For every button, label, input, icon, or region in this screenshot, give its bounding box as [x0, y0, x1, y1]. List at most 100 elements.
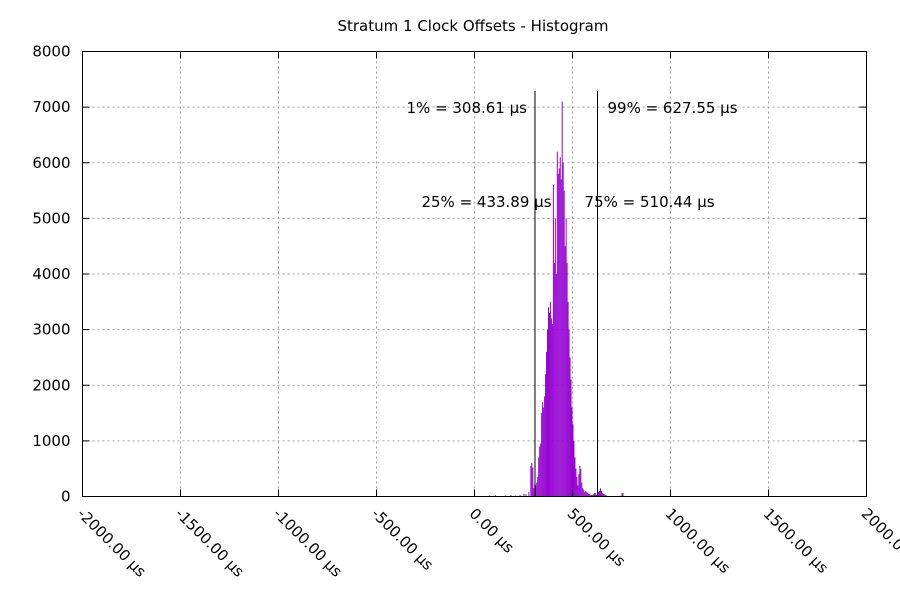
histogram-bar — [541, 413, 543, 497]
histogram-bar — [579, 465, 581, 497]
histogram-bar — [577, 485, 579, 497]
histogram-bar — [580, 468, 582, 497]
histogram-bar — [539, 446, 541, 497]
histogram-bar — [600, 490, 602, 497]
histogram-bar — [586, 492, 588, 497]
histogram-bar — [557, 173, 559, 497]
histogram-bar — [561, 101, 563, 497]
histogram-bar — [564, 246, 566, 497]
histogram-bar — [558, 168, 560, 497]
histogram-bar — [528, 492, 530, 497]
histogram-bar — [562, 162, 564, 497]
histogram-bar — [595, 493, 597, 497]
histogram-bar — [550, 318, 552, 497]
histogram-bar — [525, 494, 527, 497]
x-tick-label: 0.00 µs — [466, 505, 518, 557]
histogram-bar — [571, 407, 573, 497]
y-tick-label: 5000 — [32, 209, 70, 227]
histogram-bar — [572, 424, 574, 497]
histogram-bar — [585, 490, 587, 497]
histogram-bar — [567, 301, 569, 497]
histogram-bar — [554, 218, 556, 497]
histogram-bar — [578, 474, 580, 497]
histogram-bar — [552, 185, 554, 497]
histogram-bar — [566, 262, 568, 497]
histogram-bars — [489, 101, 624, 497]
histogram-bar — [581, 482, 583, 497]
histogram-bar — [605, 495, 607, 497]
histogram-bar — [543, 407, 545, 497]
histogram-bar — [592, 494, 594, 497]
x-tick-label: 500.00 µs — [564, 505, 630, 571]
histogram-bar — [603, 494, 605, 497]
histogram-bar — [514, 495, 516, 497]
histogram-bar — [544, 396, 546, 497]
percentile-labels: 1% = 308.61 µs 99% = 627.55 µs 25% = 433.8… — [406, 99, 737, 211]
histogram-bar — [495, 495, 497, 497]
x-tick-label: -1000.00 µs — [270, 505, 346, 581]
histogram-bar — [537, 477, 539, 497]
histogram-bar — [601, 493, 603, 497]
grid-lines — [82, 51, 867, 497]
histogram-bar — [548, 312, 550, 497]
histogram-bar — [621, 493, 623, 497]
histogram-bar — [489, 495, 491, 497]
histogram-bar — [555, 274, 557, 497]
histogram-bar — [533, 488, 535, 497]
histogram-bar — [568, 329, 570, 497]
histogram-bar — [540, 443, 542, 497]
histogram-bar — [565, 218, 567, 497]
x-tick-label: 2000.00 µs — [858, 505, 900, 577]
histogram-bar — [596, 494, 597, 497]
percentile-label: 25% = 433.89 µs — [421, 193, 551, 211]
histogram-bar — [560, 179, 562, 497]
histogram-bar — [536, 482, 538, 497]
histogram-bar — [597, 492, 599, 497]
y-tick-label: 1000 — [32, 432, 70, 450]
histogram-bar — [591, 494, 593, 497]
histogram-bar — [574, 457, 576, 497]
histogram-bar — [570, 379, 572, 497]
histogram-bar — [598, 490, 600, 497]
histogram-bar — [602, 493, 604, 497]
histogram-bar — [551, 324, 553, 497]
histogram-bar — [538, 457, 540, 497]
histogram-bar — [556, 151, 558, 497]
histogram-bar — [584, 492, 586, 497]
histogram-bar — [569, 357, 571, 497]
histogram-bar — [594, 493, 596, 497]
x-tick-label: -2000.00 µs — [74, 505, 150, 581]
percentile-label: 75% = 510.44 µs — [585, 193, 715, 211]
y-tick-label: 0 — [61, 488, 71, 506]
histogram-bar — [583, 489, 585, 497]
histogram-bar — [532, 467, 534, 497]
y-tick-label: 7000 — [32, 98, 70, 116]
chart-title: Stratum 1 Clock Offsets - Histogram — [337, 17, 608, 35]
histogram-bar — [548, 307, 549, 497]
histogram-bar — [563, 190, 565, 497]
percentile-label: 1% = 308.61 µs — [406, 99, 527, 117]
histogram-bar — [587, 492, 589, 497]
histogram-bar — [547, 329, 548, 497]
histogram-bar — [576, 477, 578, 497]
percentile-lines — [534, 91, 598, 497]
histogram-bar — [531, 463, 533, 497]
y-axis-ticks: 0 1000 2000 3000 4000 5000 6000 7000 8000 — [32, 43, 867, 506]
histogram-bar — [546, 351, 548, 497]
histogram-bar — [582, 488, 584, 497]
histogram-bar — [545, 374, 547, 497]
x-tick-label: -500.00 µs — [368, 505, 437, 574]
histogram-bar — [589, 494, 591, 497]
histogram-bar — [573, 440, 575, 497]
x-tick-label: 1500.00 µs — [760, 505, 832, 577]
histogram-bar — [509, 495, 511, 497]
histogram-bar — [590, 494, 592, 497]
y-tick-label: 3000 — [32, 321, 70, 339]
y-tick-label: 4000 — [32, 265, 70, 283]
histogram-bar — [604, 494, 606, 497]
histogram-bar — [519, 494, 521, 497]
percentile-label: 99% = 627.55 µs — [607, 99, 737, 117]
histogram-bar — [535, 485, 537, 497]
y-tick-label: 8000 — [32, 43, 70, 61]
